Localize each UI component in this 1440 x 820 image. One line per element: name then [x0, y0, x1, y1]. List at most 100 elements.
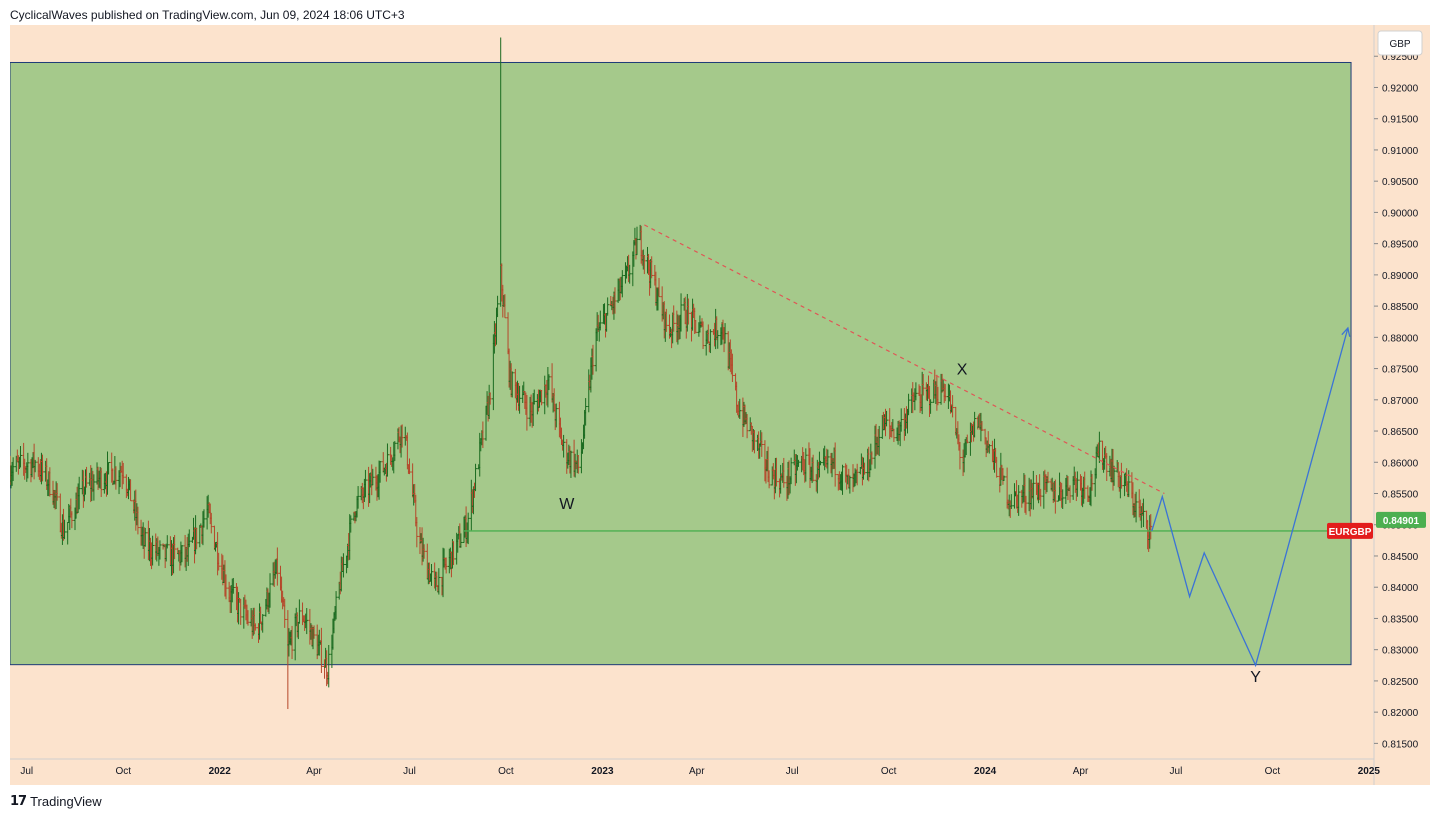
ohlc-bar [187, 529, 191, 548]
ohlc-bar [173, 534, 177, 560]
ohlc-bar [716, 330, 720, 349]
ohlc-bar [943, 384, 947, 402]
ohlc-bar [995, 456, 999, 478]
ohlc-bar [158, 540, 162, 560]
ohlc-bar [371, 468, 375, 486]
wave-label-w: W [559, 496, 575, 513]
ohlc-bar [48, 467, 52, 497]
ohlc-bar [855, 463, 859, 486]
ohlc-bar [782, 457, 786, 488]
ohlc-bar [642, 255, 646, 275]
ohlc-bar [129, 479, 133, 502]
ohlc-bar [774, 457, 778, 487]
ohlc-bar [562, 434, 566, 458]
ohlc-bar [1024, 495, 1028, 515]
y-tick-label: 0.82500 [1382, 677, 1419, 688]
ohlc-bar [415, 517, 419, 548]
ohlc-bar [1039, 488, 1043, 507]
symbol-badge: EURGBP [1327, 522, 1373, 539]
ohlc-bar [672, 305, 676, 332]
x-tick-label: Oct [115, 766, 131, 777]
ohlc-bar [554, 403, 558, 428]
y-tick-label: 0.86000 [1382, 458, 1419, 469]
ohlc-bar [686, 298, 690, 325]
ohlc-bar [114, 466, 118, 490]
x-tick-label: Jul [786, 766, 799, 777]
x-tick-label: Apr [306, 766, 322, 777]
tradingview-branding[interactable]: 𝟭𝟳 TradingView [10, 794, 102, 809]
ohlc-bar [664, 308, 668, 332]
ohlc-bar [657, 277, 661, 298]
ohlc-bar [85, 466, 89, 488]
x-tick-label: Jul [20, 766, 33, 777]
ohlc-bar [231, 577, 235, 594]
ohlc-bar [452, 541, 456, 566]
ohlc-bar [936, 386, 940, 406]
ohlc-bar [385, 443, 389, 477]
ohlc-bar [349, 515, 353, 533]
ohlc-bar [1097, 431, 1101, 463]
ohlc-bar [400, 424, 404, 448]
x-tick-label: 2025 [1358, 766, 1381, 777]
ohlc-bar [496, 295, 500, 318]
y-tick-label: 0.87000 [1382, 396, 1419, 407]
ohlc-bar [55, 483, 59, 501]
ohlc-bar [1083, 471, 1087, 499]
ohlc-bar [877, 425, 881, 457]
ohlc-bar [796, 459, 800, 467]
ohlc-bar [650, 256, 654, 279]
time-axis: Jul Oct 2022 Apr Jul Oct 2023 Apr Jul Oct 2024 Apr J… [10, 758, 1381, 777]
ohlc-bar [833, 442, 837, 487]
ohlc-bar [1134, 491, 1138, 523]
symbol-label: EURGBP [1329, 527, 1372, 538]
ohlc-bar [356, 486, 360, 509]
wave-label-y: Y [1250, 669, 1261, 686]
x-tick-label: 2024 [974, 766, 997, 777]
ohlc-bar [312, 625, 316, 639]
ohlc-bar [99, 467, 103, 498]
price-chart[interactable]: WXY 0.925000.920000.915000.910000.905000… [10, 25, 1430, 785]
ohlc-bar [620, 270, 624, 298]
ohlc-bar [297, 599, 301, 624]
x-tick-label: 2022 [209, 766, 232, 777]
ohlc-bar [341, 553, 345, 578]
y-tick-label: 0.90500 [1382, 177, 1419, 188]
ohlc-bar [598, 310, 602, 331]
ohlc-bar [525, 394, 529, 431]
x-tick-label: Oct [1265, 766, 1281, 777]
ohlc-bar [180, 545, 184, 563]
projection-arrowhead [1341, 326, 1351, 337]
ohlc-bar [327, 645, 331, 688]
ohlc-bar [510, 371, 514, 398]
ohlc-bar [1002, 475, 1006, 481]
ohlc-bar [694, 320, 698, 334]
ohlc-bar [378, 460, 382, 483]
y-tick-label: 0.87500 [1382, 365, 1419, 376]
y-tick-label: 0.84500 [1382, 552, 1419, 563]
ohlc-bar [532, 389, 536, 405]
ohlc-bar [1119, 462, 1123, 489]
ohlc-bar [195, 527, 199, 550]
y-tick-label: 0.89500 [1382, 240, 1419, 251]
symbol-badge-bg [1327, 522, 1373, 539]
ohlc-bar [143, 527, 147, 547]
ohlc-bar [319, 627, 323, 674]
ohlc-bar [576, 455, 580, 474]
ohlc-bar [818, 460, 822, 466]
ohlc-bar [841, 464, 845, 495]
ohlc-bar [459, 533, 463, 548]
x-tick-label: Apr [1073, 766, 1089, 777]
currency-box-frame [1377, 30, 1423, 56]
ohlc-bar [224, 574, 228, 600]
ohlc-bar [767, 470, 771, 489]
last-price-value: 0.84901 [1383, 516, 1420, 527]
ohlc-bar [1061, 489, 1065, 509]
ohlc-bar [569, 450, 573, 478]
ohlc-bar [951, 395, 955, 418]
y-tick-label: 0.84000 [1382, 583, 1419, 594]
y-tick-label: 0.89000 [1382, 271, 1419, 282]
ohlc-bar [708, 329, 712, 354]
ohlc-bar [1149, 514, 1153, 540]
y-tick-label: 0.86500 [1382, 427, 1419, 438]
